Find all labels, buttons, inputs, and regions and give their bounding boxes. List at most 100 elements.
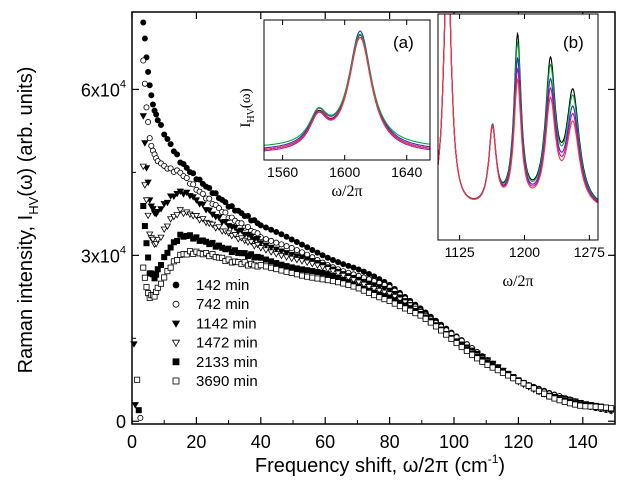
data-point: [268, 237, 275, 244]
data-point: [304, 244, 311, 251]
data-point: [505, 372, 512, 379]
data-point: [303, 259, 311, 267]
inset-b-background: [438, 14, 598, 240]
legend-marker: [171, 320, 181, 328]
data-point: [174, 257, 181, 264]
data-point: [314, 249, 321, 256]
data-point: [355, 266, 362, 273]
data-point: [154, 208, 162, 216]
legend-marker: [172, 281, 180, 289]
data-point: [273, 228, 280, 235]
data-point: [551, 395, 558, 402]
data-point: [170, 193, 178, 201]
data-point: [164, 249, 171, 256]
inset-line: [264, 36, 430, 151]
data-point: [154, 284, 161, 291]
data-point: [176, 207, 184, 214]
data-point: [278, 267, 285, 274]
data-point: [484, 361, 491, 368]
data-point: [283, 263, 290, 270]
data-point: [157, 121, 164, 128]
data-point: [143, 284, 150, 291]
main-plot-frame: [131, 11, 616, 425]
series-3690-min: [140, 248, 615, 412]
data-point: [219, 254, 226, 261]
data-point: [140, 202, 147, 209]
data-point: [141, 182, 149, 189]
data-point: [587, 403, 594, 410]
data-point: [273, 266, 280, 273]
data-point: [262, 263, 269, 270]
data-point: [334, 270, 342, 278]
data-point: [192, 213, 201, 220]
data-point: [167, 141, 174, 148]
inset-b-lines: [438, 14, 598, 204]
data-point: [222, 209, 229, 216]
data-point: [262, 256, 269, 263]
data-point: [253, 236, 262, 243]
main-x-axis-label: Frequency shift, ω/2π (cm-1): [255, 452, 505, 477]
data-point: [499, 369, 506, 376]
data-point: [520, 380, 527, 387]
data-point: [313, 262, 322, 270]
data-point: [350, 264, 357, 271]
data-point: [375, 284, 383, 291]
data-point: [515, 378, 522, 385]
data-point: [309, 274, 316, 281]
data-point: [154, 117, 161, 124]
inset-b-frame: [437, 13, 599, 241]
data-point: [145, 254, 152, 261]
data-point: [206, 184, 213, 191]
data-point: [139, 113, 147, 120]
data-point: [153, 111, 160, 118]
data-point: [277, 252, 286, 260]
data-point: [221, 218, 230, 226]
main-y-axis-label-pre: Raman intensity, I: [15, 215, 37, 374]
data-point: [288, 245, 295, 252]
data-point: [371, 292, 378, 299]
legend-label: 1142 min: [196, 315, 257, 332]
main-y-axis-label-sub: HV: [26, 196, 41, 214]
data-point: [365, 289, 372, 296]
data-point: [254, 230, 261, 237]
data-point: [386, 297, 393, 304]
data-point: [309, 246, 316, 253]
data-point: [160, 226, 168, 233]
data-point: [231, 225, 239, 232]
data-point: [183, 251, 190, 258]
data-point: [215, 224, 223, 231]
x-tick-label: 40: [251, 432, 271, 452]
inset-x-tick-label: 1275: [574, 244, 605, 260]
data-point: [329, 268, 337, 275]
data-point: [190, 170, 197, 177]
data-point: [196, 176, 203, 183]
y-tick-label: 0: [116, 412, 126, 432]
data-point: [228, 203, 235, 210]
data-point: [308, 261, 317, 268]
data-point: [203, 250, 210, 257]
data-point: [164, 268, 171, 275]
data-point: [427, 319, 434, 326]
data-point: [303, 256, 311, 263]
legend-label: 2133 min: [196, 354, 258, 371]
data-point: [288, 255, 296, 263]
data-point: [474, 355, 481, 362]
data-point: [145, 119, 152, 126]
inset-x-tick-label: 1600: [329, 164, 360, 180]
data-point: [146, 135, 153, 142]
data-point: [174, 238, 181, 245]
data-point: [157, 234, 165, 242]
y-tick-label: 3x104: [81, 244, 126, 266]
inset-x-tick-label: 1640: [391, 164, 422, 180]
data-point: [253, 241, 262, 249]
data-point: [199, 190, 206, 197]
data-point: [268, 264, 275, 271]
data-point: [134, 376, 141, 383]
x-tick-label: 120: [503, 432, 533, 452]
data-point: [283, 243, 290, 250]
data-point: [443, 331, 450, 338]
inset-x-tick-label: 1200: [509, 244, 540, 260]
data-point: [143, 104, 150, 111]
inset-a-axes: 1560 1600 1640: [267, 20, 423, 180]
data-point: [183, 164, 190, 171]
